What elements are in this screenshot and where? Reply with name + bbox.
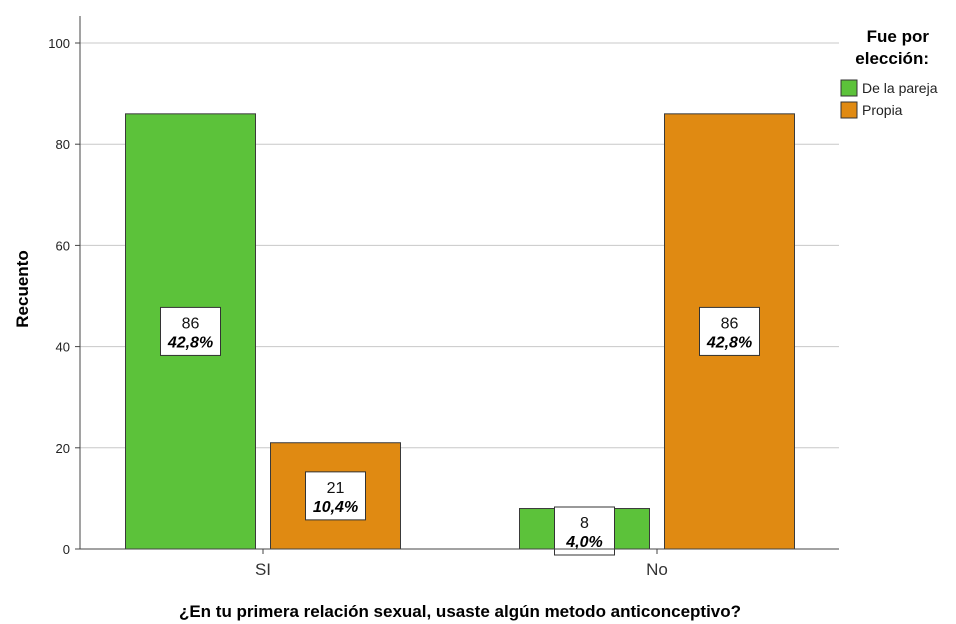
x-category-label: No [646, 560, 668, 579]
data-label-box [160, 306, 221, 356]
data-label-count: 86 [721, 315, 739, 332]
legend-label: De la pareja [862, 80, 938, 96]
data-label-box [554, 506, 615, 556]
y-tick-label: 0 [63, 542, 70, 557]
y-tick-label: 20 [56, 441, 70, 456]
data-label-count: 21 [327, 480, 345, 497]
y-axis-title: Recuento [13, 250, 32, 327]
bars [125, 113, 795, 550]
y-tick-label: 80 [56, 137, 70, 152]
legend-swatch [840, 79, 858, 97]
y-tick-label: 100 [48, 36, 70, 51]
data-label-count: 86 [182, 315, 200, 332]
x-axis-title: ¿En tu primera relación sexual, usaste a… [179, 602, 741, 621]
legend: Fue por elección: De la pareja Propia [840, 27, 938, 119]
data-label-count: 8 [580, 515, 589, 532]
data-label-percent: 4,0% [565, 534, 602, 551]
y-tick-label: 60 [56, 238, 70, 253]
data-label-box [699, 306, 760, 356]
x-axis-categories: SI No [255, 549, 668, 579]
y-tick-label: 40 [56, 340, 70, 355]
data-label-percent: 10,4% [313, 499, 358, 516]
data-label-box [305, 471, 366, 521]
legend-title-line-1: Fue por [867, 27, 930, 46]
data-label-percent: 42,8% [167, 334, 213, 351]
data-labels: 86 42,8% 21 10,4% 8 4,0% 86 42,8% [160, 306, 760, 556]
legend-title-line-2: elección: [855, 49, 929, 68]
legend-swatch [840, 101, 858, 119]
data-label-percent: 42,8% [706, 334, 752, 351]
x-category-label: SI [255, 560, 271, 579]
legend-label: Propia [862, 102, 903, 118]
y-axis-ticks: 0 20 40 60 80 100 [48, 36, 80, 557]
